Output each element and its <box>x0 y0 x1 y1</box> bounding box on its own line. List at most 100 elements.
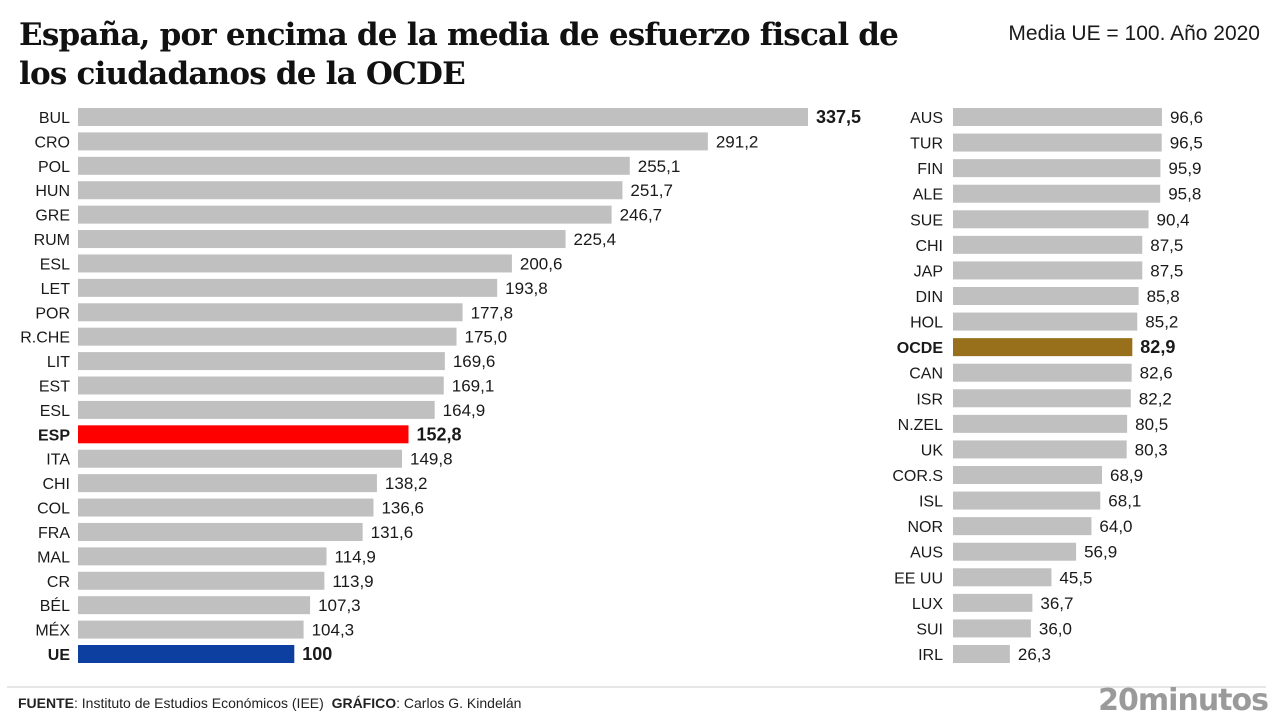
bar-row: SUE 90,4 <box>910 210 1190 229</box>
source-text: : Instituto de Estudios Económicos (IEE) <box>74 695 324 711</box>
bar-row: TUR 96,5 <box>910 133 1203 153</box>
value-label: 36,7 <box>1040 594 1073 613</box>
bar-row: ITA 149,8 <box>46 449 453 469</box>
bar <box>953 338 1133 357</box>
bar-row: POR 177,8 <box>35 303 513 322</box>
bar <box>78 400 435 419</box>
bar <box>953 261 1143 280</box>
category-label: TUR <box>910 136 943 153</box>
bar-row: NOR 64,0 <box>907 517 1133 536</box>
category-label: NOR <box>907 519 943 536</box>
category-label: HUN <box>35 183 70 200</box>
bar-row: MAL 114,9 <box>37 547 376 566</box>
bar-row: CHI 138,2 <box>42 474 427 493</box>
bar <box>78 645 295 663</box>
value-label: 95,8 <box>1168 185 1201 204</box>
category-label: CR <box>47 574 70 591</box>
bar-row: ISR 82,2 <box>916 389 1172 408</box>
category-label: UE <box>48 647 71 664</box>
value-label: 136,6 <box>381 499 424 518</box>
value-label: 152,8 <box>417 424 462 444</box>
bar <box>953 312 1138 331</box>
value-label: 96,5 <box>1170 134 1203 153</box>
graphic-text: : Carlos G. Kindelán <box>396 695 522 711</box>
right-panel: AUS 96,6 TUR 96,5 FIN 95,9 ALE 95,8 SUE 90,4 CHI 87… <box>892 108 1203 664</box>
bar <box>953 593 1033 612</box>
bar-row: EE UU 45,5 <box>894 568 1093 587</box>
category-label: R.CHE <box>20 330 70 347</box>
bar-row: UK 80,3 <box>921 440 1168 459</box>
bar-row: BUL 337,5 <box>39 107 861 127</box>
category-label: CAN <box>909 366 943 383</box>
value-label: 169,6 <box>453 352 496 371</box>
value-label: 114,9 <box>335 547 376 566</box>
value-label: 131,6 <box>371 523 414 542</box>
category-label: N.ZEL <box>898 417 943 434</box>
category-label: JAP <box>914 263 943 280</box>
bar <box>953 235 1143 254</box>
bar-row: COL 136,6 <box>37 498 424 518</box>
category-label: ITA <box>46 452 70 469</box>
value-label: 82,9 <box>1140 337 1175 357</box>
bar <box>78 181 623 200</box>
value-label: 100 <box>302 644 332 664</box>
bar <box>78 132 708 151</box>
bar <box>78 547 327 566</box>
category-label: HOL <box>910 315 943 332</box>
category-label: IRL <box>918 647 943 664</box>
bar-row: ALE 95,8 <box>913 184 1201 204</box>
source-label: FUENTE <box>18 695 74 711</box>
brand-logo: 20minutos <box>1098 683 1269 718</box>
bar-row: LET 193,8 <box>41 278 548 298</box>
value-label: 138,2 <box>385 474 428 493</box>
bar <box>78 449 403 468</box>
bar-row: ESP 152,8 <box>38 424 462 444</box>
bar <box>78 156 630 175</box>
value-label: 177,8 <box>471 303 514 322</box>
bar-row: OCDE 82,9 <box>897 337 1176 357</box>
category-label: EE UU <box>894 570 943 587</box>
category-label: ALE <box>913 187 943 204</box>
value-label: 193,8 <box>505 279 548 298</box>
bar <box>953 363 1132 382</box>
category-label: POR <box>35 305 70 322</box>
category-label: ESL <box>40 403 70 420</box>
bar-row: ESL 200,6 <box>40 254 563 273</box>
value-label: 200,6 <box>520 254 563 273</box>
bar <box>953 619 1031 638</box>
bar <box>953 184 1161 203</box>
bar <box>78 108 808 126</box>
value-label: 107,3 <box>318 596 361 615</box>
bar-row: UE 100 <box>48 644 333 664</box>
bar <box>78 278 498 297</box>
bar-row: FIN 95,9 <box>917 159 1202 178</box>
bar-row: HUN 251,7 <box>35 181 673 200</box>
value-label: 96,6 <box>1170 108 1203 127</box>
category-label: DIN <box>915 289 943 306</box>
category-label: FRA <box>38 525 70 542</box>
category-label: UK <box>921 442 944 459</box>
bar-row: DIN 85,8 <box>915 287 1180 306</box>
bar <box>953 414 1128 433</box>
bar <box>953 491 1101 510</box>
bar <box>953 133 1162 152</box>
value-label: 95,9 <box>1168 159 1201 178</box>
category-label: BÉL <box>40 596 70 615</box>
bar <box>953 210 1149 229</box>
bar <box>78 376 444 395</box>
value-label: 149,8 <box>410 450 453 469</box>
bar <box>78 230 566 249</box>
bar <box>953 568 1052 587</box>
category-label: MÉX <box>35 621 70 640</box>
value-label: 80,3 <box>1135 440 1168 459</box>
category-label: MAL <box>37 549 70 566</box>
bar-row: FRA 131,6 <box>38 522 414 542</box>
category-label: GRE <box>35 208 70 225</box>
graphic-label: GRÁFICO <box>331 695 397 711</box>
value-label: 104,3 <box>312 621 355 640</box>
category-label: FIN <box>917 161 943 178</box>
value-label: 175,0 <box>465 328 508 347</box>
bar <box>953 517 1092 536</box>
bar-row: GRE 246,7 <box>35 205 662 225</box>
footer-divider <box>7 686 1266 688</box>
